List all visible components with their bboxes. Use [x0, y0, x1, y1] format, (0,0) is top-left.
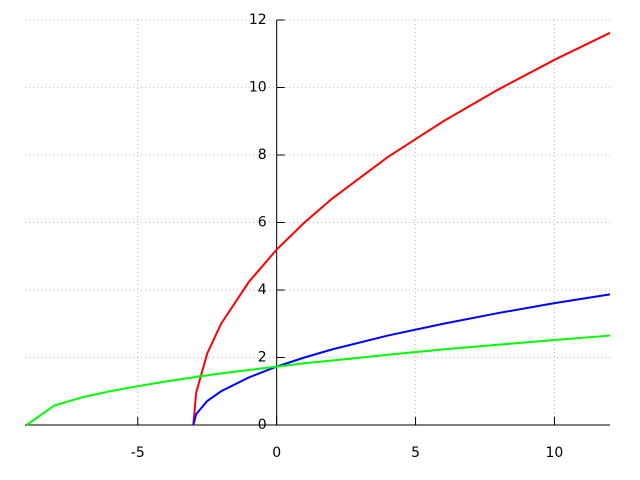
y-tick-label: 4: [258, 282, 267, 298]
x-tick-label: 10: [546, 445, 564, 461]
y-tick-label: 10: [249, 80, 267, 96]
y-tick-label: 8: [258, 147, 267, 163]
line-series: [192, 31, 611, 426]
y-tick-label: 6: [258, 215, 267, 231]
x-tick-label: 0: [272, 445, 281, 461]
x-tick-label: -5: [131, 445, 145, 461]
y-tick-label: 12: [249, 12, 267, 28]
x-tick-label: 5: [411, 445, 420, 461]
y-tick-label: 2: [258, 350, 267, 366]
line-series: [26, 334, 611, 426]
line-series: [192, 293, 611, 426]
